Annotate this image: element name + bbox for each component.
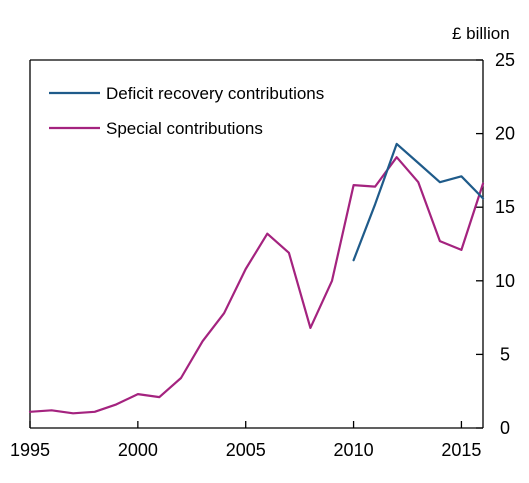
y-tick-label: 20 (495, 124, 515, 144)
y-tick-label: 5 (500, 344, 510, 364)
x-tick-label: 2010 (334, 440, 374, 460)
y-tick-label: 25 (495, 50, 515, 70)
x-axis-ticks: 1995 2000 2005 2010 2015 (10, 421, 481, 460)
x-tick-label: 1995 (10, 440, 50, 460)
series-line-special-contributions (28, 156, 485, 415)
legend-label: Special contributions (106, 119, 263, 138)
plot-frame (29, 59, 484, 429)
x-tick-label: 2015 (441, 440, 481, 460)
y-axis-ticks: 0 5 10 15 20 25 (476, 50, 515, 438)
series-line-deficit-recovery-contributions (352, 142, 485, 262)
x-tick-label: 2005 (226, 440, 266, 460)
y-unit-label: £ billion (452, 24, 510, 43)
y-tick-label: 10 (495, 271, 515, 291)
y-tick-label: 15 (495, 197, 515, 217)
x-tick-label: 2000 (118, 440, 158, 460)
y-tick-label: 0 (500, 418, 510, 438)
legend: Deficit recovery contributions Special co… (49, 84, 324, 138)
legend-label: Deficit recovery contributions (106, 84, 324, 103)
series-lines (28, 142, 485, 415)
